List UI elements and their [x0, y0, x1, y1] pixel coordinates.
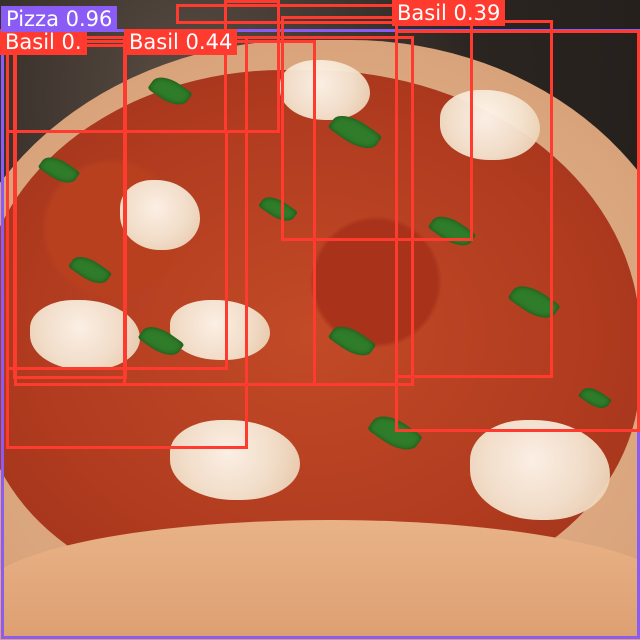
basil-label: Basil 0.39	[392, 0, 506, 26]
basil-bounding-box	[395, 30, 640, 432]
basil-bounding-box	[176, 4, 400, 24]
mozzarella	[30, 300, 140, 370]
mozzarella	[440, 90, 540, 160]
mozzarella	[170, 420, 300, 500]
mozzarella	[280, 60, 370, 120]
basil-bounding-box	[224, 0, 280, 133]
basil-bounding-box	[281, 16, 473, 241]
basil-bounding-box	[6, 130, 228, 370]
mozzarella	[470, 420, 610, 520]
basil-label: Basil 0.44	[124, 29, 238, 55]
pizza-crust	[0, 520, 640, 640]
mozzarella	[120, 180, 200, 250]
basil-label: Basil 0.	[0, 29, 87, 55]
mozzarella	[170, 300, 270, 360]
pizza-label: Pizza 0.96	[1, 6, 118, 32]
